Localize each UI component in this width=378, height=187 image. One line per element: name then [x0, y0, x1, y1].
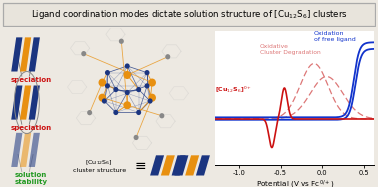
Circle shape: [133, 135, 139, 140]
Circle shape: [105, 83, 110, 88]
Circle shape: [123, 101, 131, 109]
Text: Ligand coordination modes dictate solution structure of [Cu$_{12}$S$_6$] cluster: Ligand coordination modes dictate soluti…: [31, 8, 347, 21]
Circle shape: [125, 63, 130, 69]
Text: Oxidation
of free ligand: Oxidation of free ligand: [314, 31, 356, 42]
Circle shape: [147, 98, 153, 104]
Circle shape: [81, 51, 86, 56]
Circle shape: [136, 87, 141, 92]
Circle shape: [144, 70, 150, 75]
Polygon shape: [20, 37, 31, 71]
Text: speciation: speciation: [11, 77, 52, 83]
Polygon shape: [20, 85, 31, 120]
Text: [Cu$_{12}$S$_6$]$^{0+}$: [Cu$_{12}$S$_6$]$^{0+}$: [215, 85, 253, 95]
Circle shape: [136, 110, 141, 115]
Polygon shape: [20, 133, 31, 167]
Polygon shape: [196, 155, 210, 175]
Polygon shape: [161, 155, 175, 175]
Circle shape: [99, 79, 106, 87]
Circle shape: [160, 113, 164, 118]
Circle shape: [148, 79, 156, 87]
Circle shape: [148, 94, 156, 102]
Circle shape: [119, 39, 124, 44]
Text: $\equiv$: $\equiv$: [132, 158, 146, 172]
Circle shape: [144, 83, 150, 88]
Text: Oxidative
Cluster Degradation: Oxidative Cluster Degradation: [260, 44, 321, 55]
Polygon shape: [11, 37, 22, 71]
Circle shape: [105, 70, 110, 75]
Text: speciation: speciation: [11, 125, 52, 131]
Circle shape: [99, 94, 106, 102]
Circle shape: [165, 54, 170, 59]
Polygon shape: [29, 85, 40, 120]
Polygon shape: [29, 37, 40, 71]
Circle shape: [123, 71, 131, 79]
Circle shape: [125, 90, 130, 95]
X-axis label: Potential (V vs Fc$^{0/+}$): Potential (V vs Fc$^{0/+}$): [256, 179, 334, 187]
Polygon shape: [185, 155, 199, 175]
Text: [Cu$_{12}$S$_6$]
cluster structure: [Cu$_{12}$S$_6$] cluster structure: [73, 158, 126, 173]
Circle shape: [113, 87, 118, 92]
Polygon shape: [11, 133, 22, 167]
Text: solution
stability: solution stability: [15, 172, 48, 185]
Polygon shape: [174, 155, 188, 175]
Circle shape: [113, 110, 118, 115]
FancyBboxPatch shape: [3, 3, 375, 26]
Polygon shape: [11, 85, 22, 120]
Polygon shape: [150, 155, 164, 175]
Polygon shape: [29, 133, 40, 167]
Circle shape: [87, 110, 92, 115]
Polygon shape: [172, 155, 186, 175]
Circle shape: [102, 98, 107, 104]
